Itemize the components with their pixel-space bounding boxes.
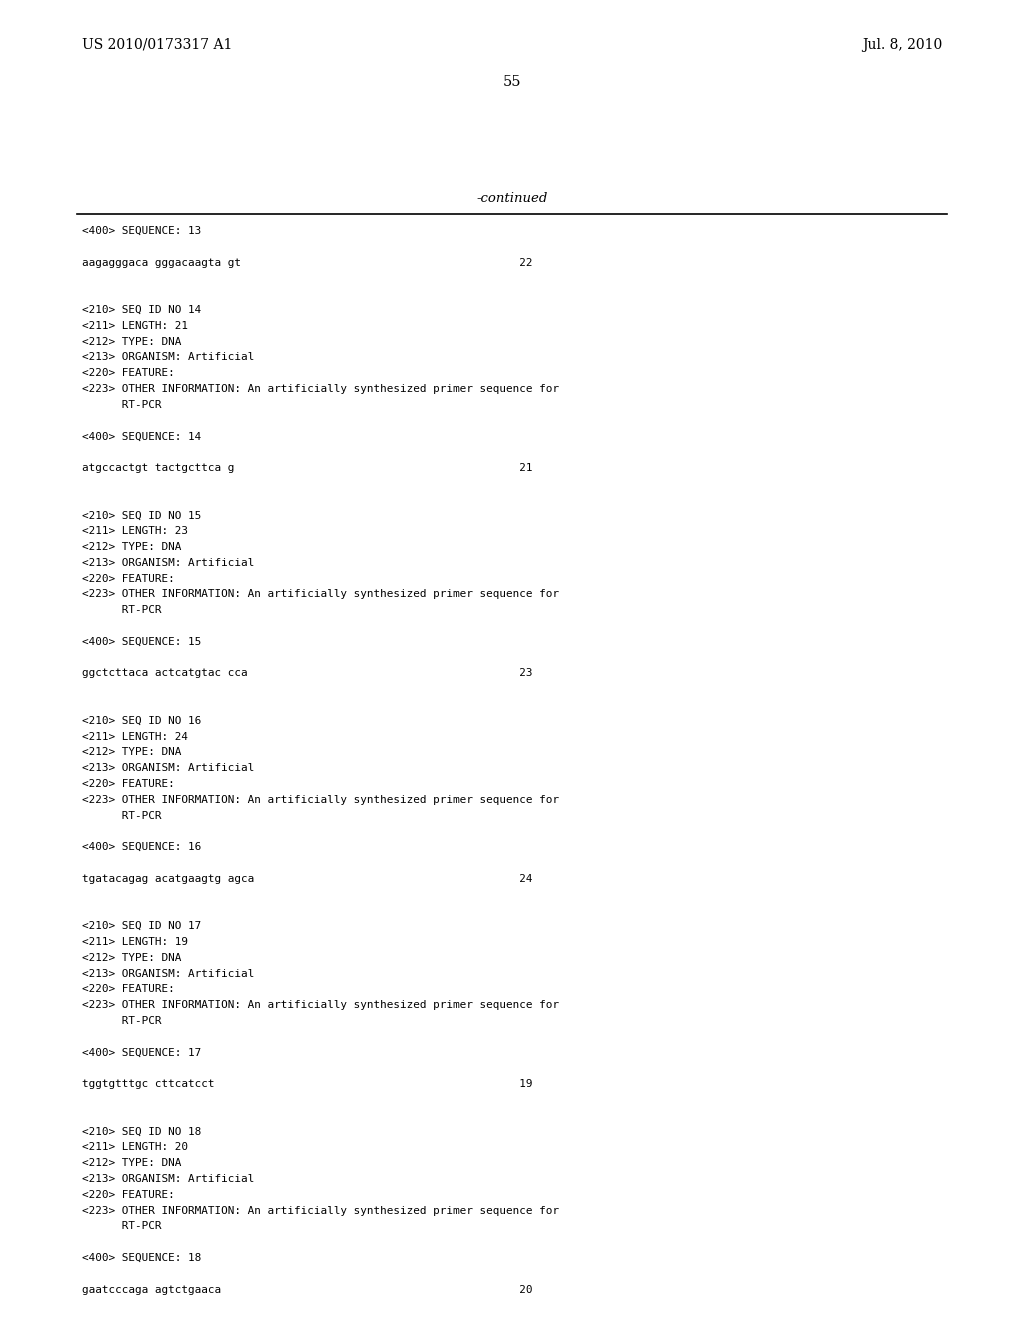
Text: gaatcccaga agtctgaaca                                             20: gaatcccaga agtctgaaca 20 bbox=[82, 1284, 532, 1295]
Text: <223> OTHER INFORMATION: An artificially synthesized primer sequence for: <223> OTHER INFORMATION: An artificially… bbox=[82, 1205, 559, 1216]
Text: RT-PCR: RT-PCR bbox=[82, 810, 162, 821]
Text: <211> LENGTH: 20: <211> LENGTH: 20 bbox=[82, 1142, 188, 1152]
Text: RT-PCR: RT-PCR bbox=[82, 1221, 162, 1232]
Text: ggctcttaca actcatgtac cca                                         23: ggctcttaca actcatgtac cca 23 bbox=[82, 668, 532, 678]
Text: Jul. 8, 2010: Jul. 8, 2010 bbox=[862, 38, 942, 51]
Text: <213> ORGANISM: Artificial: <213> ORGANISM: Artificial bbox=[82, 352, 254, 363]
Text: <220> FEATURE:: <220> FEATURE: bbox=[82, 574, 175, 583]
Text: <212> TYPE: DNA: <212> TYPE: DNA bbox=[82, 953, 181, 962]
Text: <223> OTHER INFORMATION: An artificially synthesized primer sequence for: <223> OTHER INFORMATION: An artificially… bbox=[82, 590, 559, 599]
Text: <211> LENGTH: 23: <211> LENGTH: 23 bbox=[82, 527, 188, 536]
Text: <220> FEATURE:: <220> FEATURE: bbox=[82, 779, 175, 789]
Text: US 2010/0173317 A1: US 2010/0173317 A1 bbox=[82, 38, 232, 51]
Text: RT-PCR: RT-PCR bbox=[82, 400, 162, 409]
Text: <213> ORGANISM: Artificial: <213> ORGANISM: Artificial bbox=[82, 969, 254, 978]
Text: <213> ORGANISM: Artificial: <213> ORGANISM: Artificial bbox=[82, 558, 254, 568]
Text: <212> TYPE: DNA: <212> TYPE: DNA bbox=[82, 747, 181, 758]
Text: <210> SEQ ID NO 17: <210> SEQ ID NO 17 bbox=[82, 921, 202, 931]
Text: <211> LENGTH: 21: <211> LENGTH: 21 bbox=[82, 321, 188, 331]
Text: <211> LENGTH: 19: <211> LENGTH: 19 bbox=[82, 937, 188, 946]
Text: <210> SEQ ID NO 15: <210> SEQ ID NO 15 bbox=[82, 511, 202, 520]
Text: <400> SEQUENCE: 17: <400> SEQUENCE: 17 bbox=[82, 1048, 202, 1057]
Text: RT-PCR: RT-PCR bbox=[82, 605, 162, 615]
Text: aagagggaca gggacaagta gt                                          22: aagagggaca gggacaagta gt 22 bbox=[82, 257, 532, 268]
Text: tggtgtttgc cttcatcct                                              19: tggtgtttgc cttcatcct 19 bbox=[82, 1080, 532, 1089]
Text: 55: 55 bbox=[503, 75, 521, 88]
Text: <223> OTHER INFORMATION: An artificially synthesized primer sequence for: <223> OTHER INFORMATION: An artificially… bbox=[82, 1001, 559, 1010]
Text: <400> SEQUENCE: 18: <400> SEQUENCE: 18 bbox=[82, 1253, 202, 1263]
Text: tgatacagag acatgaagtg agca                                        24: tgatacagag acatgaagtg agca 24 bbox=[82, 874, 532, 884]
Text: <213> ORGANISM: Artificial: <213> ORGANISM: Artificial bbox=[82, 1173, 254, 1184]
Text: <212> TYPE: DNA: <212> TYPE: DNA bbox=[82, 543, 181, 552]
Text: <223> OTHER INFORMATION: An artificially synthesized primer sequence for: <223> OTHER INFORMATION: An artificially… bbox=[82, 384, 559, 393]
Text: <211> LENGTH: 24: <211> LENGTH: 24 bbox=[82, 731, 188, 742]
Text: <400> SEQUENCE: 13: <400> SEQUENCE: 13 bbox=[82, 226, 202, 236]
Text: <213> ORGANISM: Artificial: <213> ORGANISM: Artificial bbox=[82, 763, 254, 774]
Text: <212> TYPE: DNA: <212> TYPE: DNA bbox=[82, 337, 181, 347]
Text: <400> SEQUENCE: 16: <400> SEQUENCE: 16 bbox=[82, 842, 202, 853]
Text: <220> FEATURE:: <220> FEATURE: bbox=[82, 985, 175, 994]
Text: <212> TYPE: DNA: <212> TYPE: DNA bbox=[82, 1158, 181, 1168]
Text: <210> SEQ ID NO 18: <210> SEQ ID NO 18 bbox=[82, 1126, 202, 1137]
Text: <400> SEQUENCE: 14: <400> SEQUENCE: 14 bbox=[82, 432, 202, 441]
Text: <220> FEATURE:: <220> FEATURE: bbox=[82, 368, 175, 379]
Text: <400> SEQUENCE: 15: <400> SEQUENCE: 15 bbox=[82, 636, 202, 647]
Text: <220> FEATURE:: <220> FEATURE: bbox=[82, 1189, 175, 1200]
Text: atgccactgt tactgcttca g                                           21: atgccactgt tactgcttca g 21 bbox=[82, 463, 532, 473]
Text: <210> SEQ ID NO 16: <210> SEQ ID NO 16 bbox=[82, 715, 202, 726]
Text: -continued: -continued bbox=[476, 191, 548, 205]
Text: RT-PCR: RT-PCR bbox=[82, 1016, 162, 1026]
Text: <223> OTHER INFORMATION: An artificially synthesized primer sequence for: <223> OTHER INFORMATION: An artificially… bbox=[82, 795, 559, 805]
Text: <210> SEQ ID NO 14: <210> SEQ ID NO 14 bbox=[82, 305, 202, 315]
